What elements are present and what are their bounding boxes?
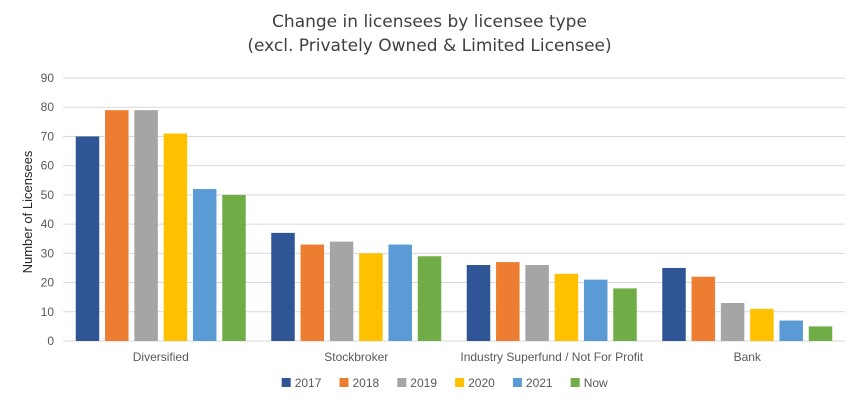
bar-2017-2 [271, 232, 295, 341]
x-tick-label: Industry Superfund / Not For Profit [460, 350, 643, 364]
legend-item-2018: 2018 [339, 376, 380, 390]
legend-item-2021: 2021 [512, 376, 553, 390]
bar-2019-4 [720, 303, 745, 341]
bar-2021-1 [192, 189, 217, 341]
x-tick-label: Bank [734, 350, 762, 364]
x-axis-ticks: Diversified Stockbroker Industry Superfund… [133, 350, 762, 364]
bar-2019-2 [329, 241, 354, 341]
legend-swatch [570, 378, 580, 387]
legend-label: 2019 [410, 376, 437, 390]
y-tick-label: 40 [41, 217, 55, 231]
legend-label: 2020 [468, 376, 495, 390]
bar-2018-4 [691, 276, 716, 341]
legend-label: 2021 [526, 376, 553, 390]
bar-2020-4 [750, 308, 774, 341]
y-tick-label: 70 [41, 129, 55, 143]
legend-item-2017: 2017 [281, 376, 322, 390]
y-axis-label: Number of Licensees [20, 150, 35, 273]
legend-swatch [455, 378, 465, 387]
bar-2020-2 [359, 253, 383, 341]
legend-swatch [512, 378, 522, 387]
bar-2018-1 [105, 110, 129, 342]
bar-now-2 [417, 256, 442, 341]
legend-swatch [281, 378, 291, 387]
legend-label: 2018 [353, 376, 380, 390]
y-tick-label: 0 [47, 334, 54, 348]
bar-2017-3 [466, 265, 491, 341]
y-tick-label: 30 [41, 246, 55, 260]
bar-2019-1 [134, 110, 158, 342]
bar-now-1 [222, 194, 246, 341]
bar-now-4 [808, 326, 833, 341]
chart-title-block: Change in licensees by licensee type (ex… [0, 10, 859, 58]
bar-2020-3 [554, 273, 579, 341]
bar-2018-2 [300, 244, 325, 341]
chart-title: Change in licensees by licensee type [272, 12, 587, 32]
bar-now-3 [613, 288, 637, 341]
y-tick-label: 60 [41, 159, 55, 173]
bar-2017-1 [75, 136, 100, 341]
y-tick-label: 10 [41, 305, 55, 319]
x-tick-label: Stockbroker [324, 350, 388, 364]
bar-2019-3 [525, 265, 549, 341]
y-tick-label: 90 [41, 71, 55, 85]
legend-label: Now [584, 376, 608, 390]
bar-2018-3 [496, 262, 520, 341]
bar-2017-4 [662, 267, 686, 341]
chart-subtitle: (excl. Privately Owned & Limited License… [247, 36, 612, 56]
y-axis-ticks: 0 10 20 30 40 50 60 70 80 90 [41, 71, 55, 348]
legend-item-2020: 2020 [455, 376, 495, 390]
legend-item-2019: 2019 [397, 376, 437, 390]
x-tick-label: Diversified [133, 350, 189, 364]
legend: 2017 2018 2019 2020 2021 Now [281, 376, 608, 390]
bars [75, 110, 833, 342]
legend-item-now: Now [570, 376, 608, 390]
legend-label: 2017 [295, 376, 322, 390]
bar-2021-2 [388, 244, 412, 341]
y-tick-label: 50 [41, 188, 55, 202]
y-tick-label: 20 [41, 276, 55, 290]
bar-2021-4 [779, 320, 803, 341]
legend-swatch [339, 378, 349, 387]
bar-2021-3 [583, 279, 608, 341]
bar-2020-1 [163, 133, 188, 341]
legend-swatch [397, 378, 407, 387]
y-tick-label: 80 [41, 100, 55, 114]
